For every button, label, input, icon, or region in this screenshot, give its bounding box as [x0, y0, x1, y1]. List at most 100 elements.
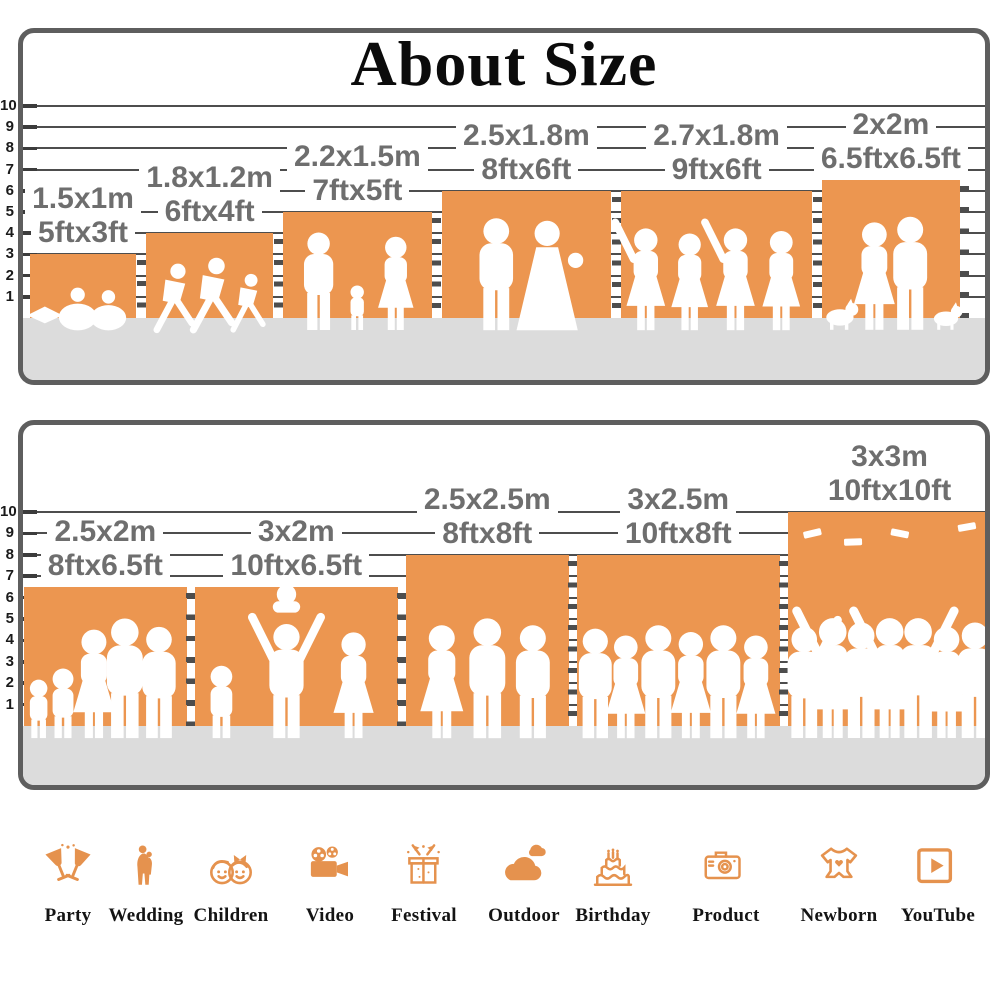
silhouette-scene-family-walking: [304, 232, 414, 330]
axis-tick: [23, 125, 37, 129]
size-label: 2.2x1.5m 7ftx5ft: [227, 140, 487, 208]
party-icon: [8, 842, 128, 901]
size-label: 2.5x2m 8ftx6.5ft: [23, 514, 235, 583]
axis-tick-label: 5: [5, 203, 14, 220]
size-label: 3x2.5m 10ftx8ft: [548, 482, 808, 551]
size-divider-dashes: [611, 196, 621, 318]
category-label: Outdoor: [488, 905, 560, 926]
size-label-meters: 2.5x1.8m: [456, 118, 597, 153]
size-panel-bottom: 2.5x2m 8ftx6.5ft 3x2m 10ftx6.5ft 2.5x2.5m 8ft…: [18, 420, 990, 790]
product-icon: [666, 842, 786, 901]
category-party: Party: [8, 842, 128, 927]
axis-tick-label: 5: [5, 610, 14, 627]
category-label: Festival: [391, 905, 457, 926]
category-label: Children: [193, 905, 269, 926]
category-wedding: Wedding: [86, 842, 206, 927]
size-label-meters: 2.7x1.8m: [646, 118, 787, 153]
size-label: 2.7x1.8m 9ftx6ft: [587, 118, 847, 187]
category-festival: Festival: [364, 842, 484, 927]
size-label-feet: 7ftx5ft: [305, 174, 410, 208]
wedding-icon: [86, 842, 206, 901]
size-divider-dashes: [812, 196, 822, 318]
size-label-meters: 3x2.5m: [620, 482, 737, 517]
size-label-feet: 8ftx8ft: [435, 516, 540, 551]
size-label-meters: 1.8x1.2m: [139, 161, 280, 196]
category-label: Product: [692, 905, 760, 926]
axis-tick-label: 3: [5, 245, 14, 263]
size-label: 3x3m 10ftx10ft: [760, 440, 985, 508]
size-label: 1.5x1m 5ftx3ft: [23, 182, 213, 251]
axis-tick-label: 8: [5, 545, 14, 563]
axis-tick: [23, 146, 37, 151]
axis-tick-label: 6: [5, 588, 14, 606]
size-divider-dashes: [960, 186, 970, 318]
silhouette-scene-dancing-women: [611, 218, 801, 330]
size-divider-dashes: [432, 218, 442, 318]
category-label: YouTube: [900, 905, 976, 926]
size-label: 2.5x2.5m 8ftx8ft: [357, 482, 617, 551]
category-children: Children: [171, 842, 291, 927]
category-product: Product: [666, 842, 786, 927]
category-row: Party Wedding Children Video Festival Outdoor…: [0, 828, 1000, 958]
axis-tick: [23, 531, 37, 536]
category-label: Party: [44, 905, 92, 926]
category-outdoor: Outdoor: [464, 842, 584, 927]
axis-tick-label: 3: [5, 652, 14, 670]
axis-tick: [23, 574, 37, 578]
silhouette-scene-group-of-friends: [578, 625, 775, 738]
size-label: 2.5x1.8m 8ftx6ft: [396, 118, 656, 187]
size-label-meters: 2.5x2m: [47, 514, 164, 549]
axis-tick: [23, 553, 37, 557]
size-label-meters: 3x2m: [250, 514, 342, 549]
axis-tick-label: 1: [5, 287, 14, 305]
gridline: [23, 105, 985, 107]
size-divider-dashes: [186, 592, 196, 726]
category-label: Video: [305, 905, 355, 926]
size-label-feet: 9ftx6ft: [664, 152, 769, 187]
axis-tick: [23, 231, 37, 235]
size-label-feet: 6ftx4ft: [157, 195, 262, 230]
category-birthday: Birthday: [553, 842, 673, 927]
size-panel-top: About Size 1.5x1m 5ftx3ft 1.8x1.2m 6ftx4ft 2…: [18, 28, 990, 385]
silhouette-scene-family-of-five: [29, 618, 176, 738]
axis-tick-label: 10: [0, 503, 17, 520]
festival-icon: [364, 842, 484, 901]
size-label-meters: 2x2m: [845, 108, 937, 143]
size-label: 3x2m 10ftx6.5ft: [166, 514, 426, 583]
axis-tick-label: 7: [5, 160, 14, 178]
silhouette-scene-children-reading: [27, 288, 127, 331]
axis-tick-label: 1: [5, 695, 14, 713]
silhouette-scene-children-running: [153, 257, 266, 334]
axis-tick-label: 9: [5, 524, 14, 542]
newborn-icon: [779, 842, 899, 901]
axis-tick-label: 7: [5, 567, 14, 585]
outdoor-icon: [464, 842, 584, 901]
category-video: Video: [270, 842, 390, 927]
video-icon: [270, 842, 390, 901]
size-label-feet: 6.5ftx6.5ft: [813, 142, 968, 177]
size-label: 1.8x1.2m 6ftx4ft: [80, 161, 340, 230]
axis-tick: [23, 167, 37, 172]
children-icon: [171, 842, 291, 901]
category-label: Wedding: [108, 905, 184, 926]
size-label-meters: 2.5x2.5m: [416, 482, 558, 517]
category-youtube: YouTube: [878, 842, 998, 927]
size-label-meters: 1.5x1m: [25, 182, 141, 217]
axis-tick-label: 8: [5, 139, 14, 157]
size-label-feet: 10ftx8ft: [617, 516, 739, 551]
page-title: About Size: [350, 28, 658, 99]
size-label-feet: 10ftx6.5ft: [223, 548, 370, 583]
axis-tick-label: 9: [5, 118, 14, 136]
size-label-feet: 5ftx3ft: [30, 216, 135, 251]
axis-tick-label: 10: [0, 97, 17, 114]
youtube-icon: [878, 842, 998, 901]
axis-tick: [23, 104, 37, 108]
silhouette-scene-wedding-couple: [479, 218, 583, 330]
size-divider-dashes: [779, 560, 789, 726]
size-label-feet: 10ftx10ft: [820, 474, 959, 508]
category-newborn: Newborn: [779, 842, 899, 927]
size-label-feet: 8ftx6ft: [474, 152, 579, 187]
silhouette-scene-parents-lifting-child: [210, 586, 374, 738]
axis-tick-label: 4: [5, 224, 14, 242]
